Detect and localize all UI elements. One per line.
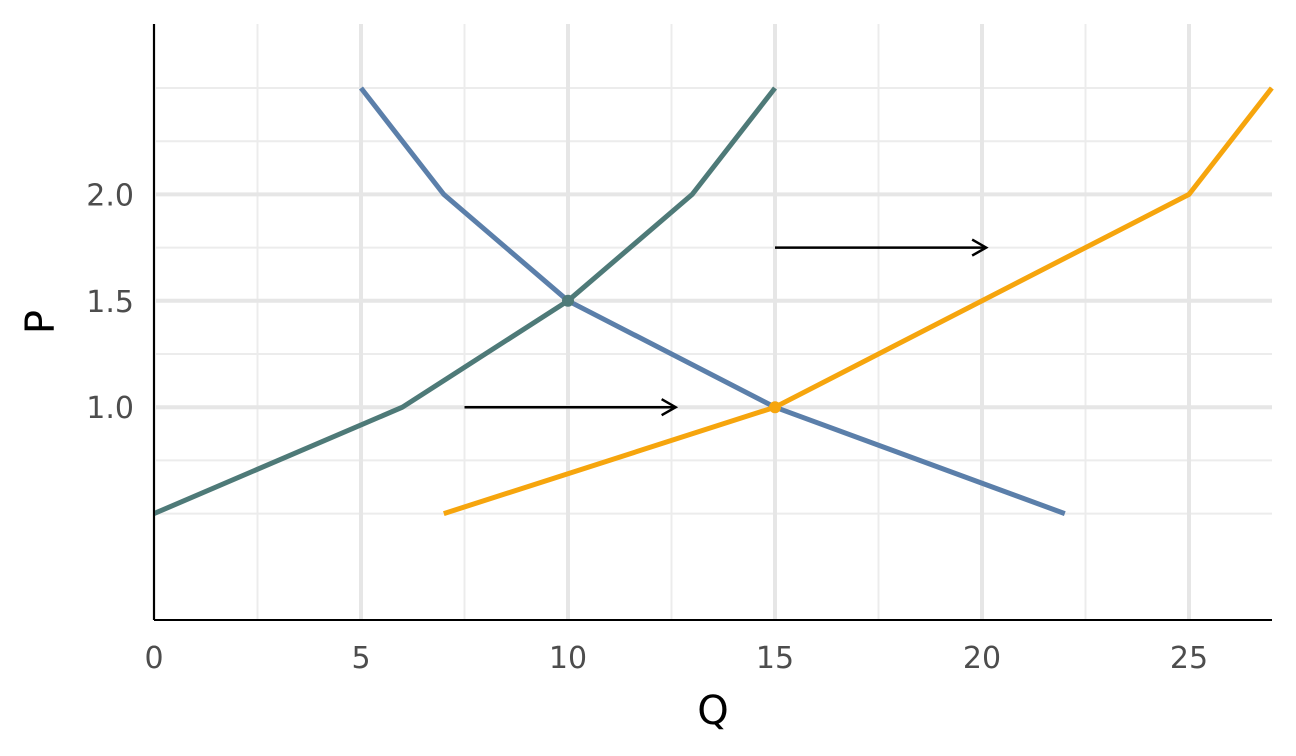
x-tick-label: 0 bbox=[144, 641, 163, 676]
x-tick-label: 15 bbox=[756, 641, 794, 676]
shift-arrow-head bbox=[971, 238, 989, 257]
y-tick-label: 1.0 bbox=[86, 391, 134, 426]
tick-labels: 0 5 10 15 20 25 1.0 1.5 2.0 bbox=[86, 178, 1208, 676]
grid bbox=[152, 24, 1272, 620]
equilibrium-point bbox=[769, 401, 781, 414]
equilibrium-point bbox=[562, 294, 574, 307]
shift-arrow-head bbox=[661, 398, 679, 417]
y-axis-title: P bbox=[18, 310, 64, 334]
y-tick-label: 1.5 bbox=[86, 285, 134, 320]
x-tick-label: 10 bbox=[549, 641, 587, 676]
x-tick-label: 20 bbox=[963, 641, 1001, 676]
marker-group bbox=[562, 294, 781, 414]
series-line-3 bbox=[443, 86, 1274, 516]
x-tick-label: 5 bbox=[351, 641, 370, 676]
y-tick-label: 2.0 bbox=[86, 178, 134, 213]
x-axis-title: Q bbox=[697, 688, 728, 734]
x-tick-label: 25 bbox=[1170, 641, 1208, 676]
arrow-group bbox=[464, 238, 989, 417]
